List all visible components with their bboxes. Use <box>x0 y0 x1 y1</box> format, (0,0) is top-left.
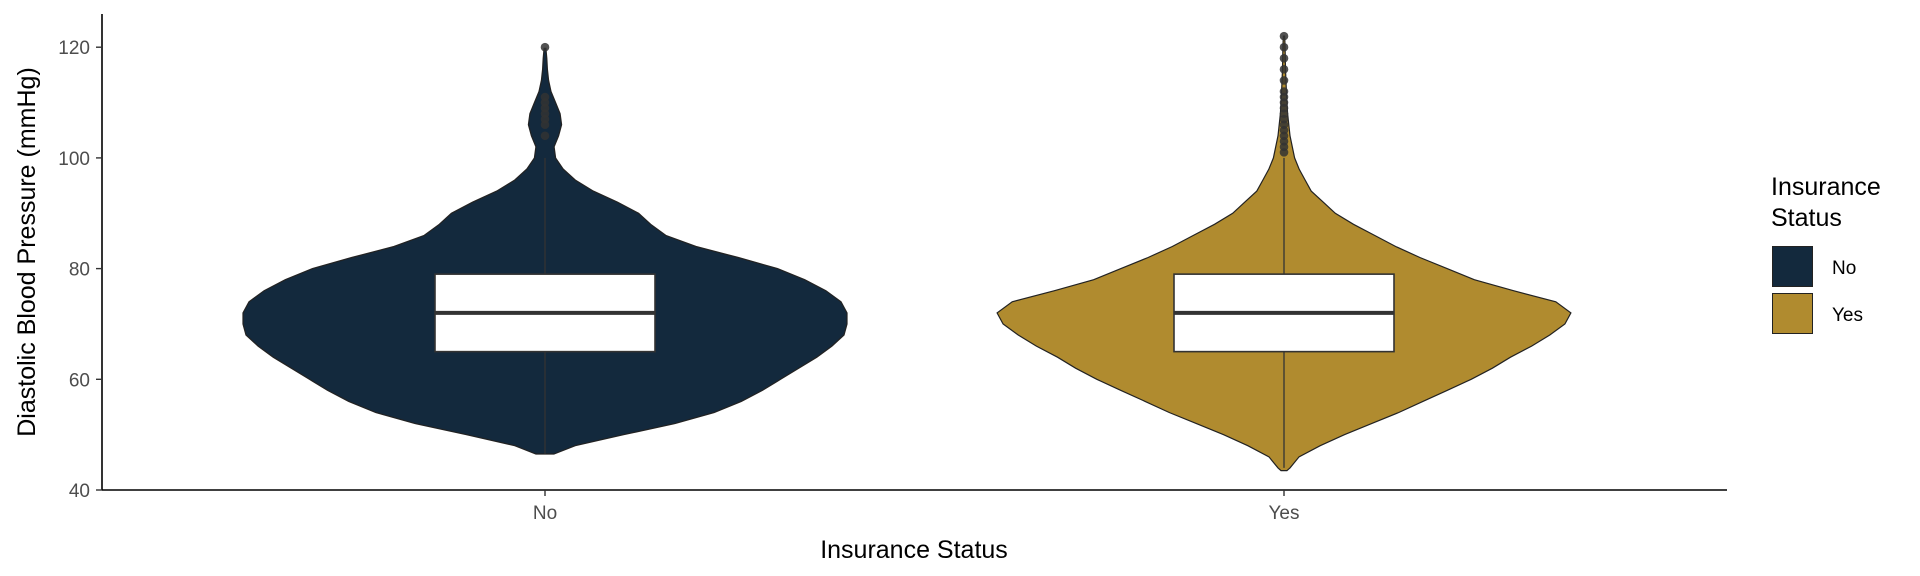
y-tick-label: 120 <box>58 38 90 59</box>
outlier-point-yes <box>1279 76 1289 85</box>
outlier-point-yes <box>1279 42 1289 52</box>
y-axis-title: Diastolic Blood Pressure (mmHg) <box>13 67 41 437</box>
plot-area <box>242 31 1572 472</box>
y-tick-label: 60 <box>69 370 90 391</box>
axes: 40 60 80 100 120 No Yes <box>58 14 1727 524</box>
legend-key-yes <box>1772 293 1813 334</box>
legend-title-line-2: Status <box>1771 204 1842 232</box>
legend-key-no <box>1772 246 1813 287</box>
outlier-point-yes <box>1279 87 1289 96</box>
x-axis-title: Insurance Status <box>820 536 1008 564</box>
outlier-point-no <box>540 42 550 52</box>
outlier-point-yes <box>1279 31 1289 41</box>
x-ticks: No Yes <box>533 490 1300 524</box>
y-tick-label: 80 <box>69 260 90 281</box>
outlier-point-no <box>540 131 550 141</box>
y-ticks: 40 60 80 100 120 <box>58 38 102 502</box>
legend-label-no: No <box>1832 258 1856 279</box>
outlier-point-no <box>540 92 550 102</box>
x-tick-label: Yes <box>1269 503 1300 524</box>
x-tick-label: No <box>533 503 557 524</box>
legend-title-line-1: Insurance <box>1771 173 1881 201</box>
y-tick-label: 100 <box>58 149 90 170</box>
outlier-point-yes <box>1279 53 1289 63</box>
outlier-point-yes <box>1279 65 1289 74</box>
y-tick-label: 40 <box>69 481 90 502</box>
legend-label-yes: Yes <box>1832 305 1863 326</box>
legend: Insurance Status No Yes <box>1771 173 1881 335</box>
